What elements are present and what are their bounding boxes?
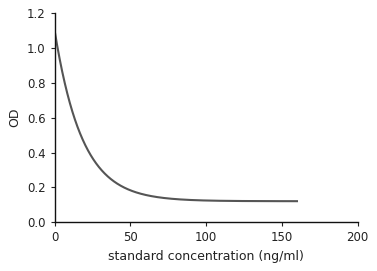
X-axis label: standard concentration (ng/ml): standard concentration (ng/ml) (108, 250, 304, 263)
Y-axis label: OD: OD (8, 108, 21, 127)
